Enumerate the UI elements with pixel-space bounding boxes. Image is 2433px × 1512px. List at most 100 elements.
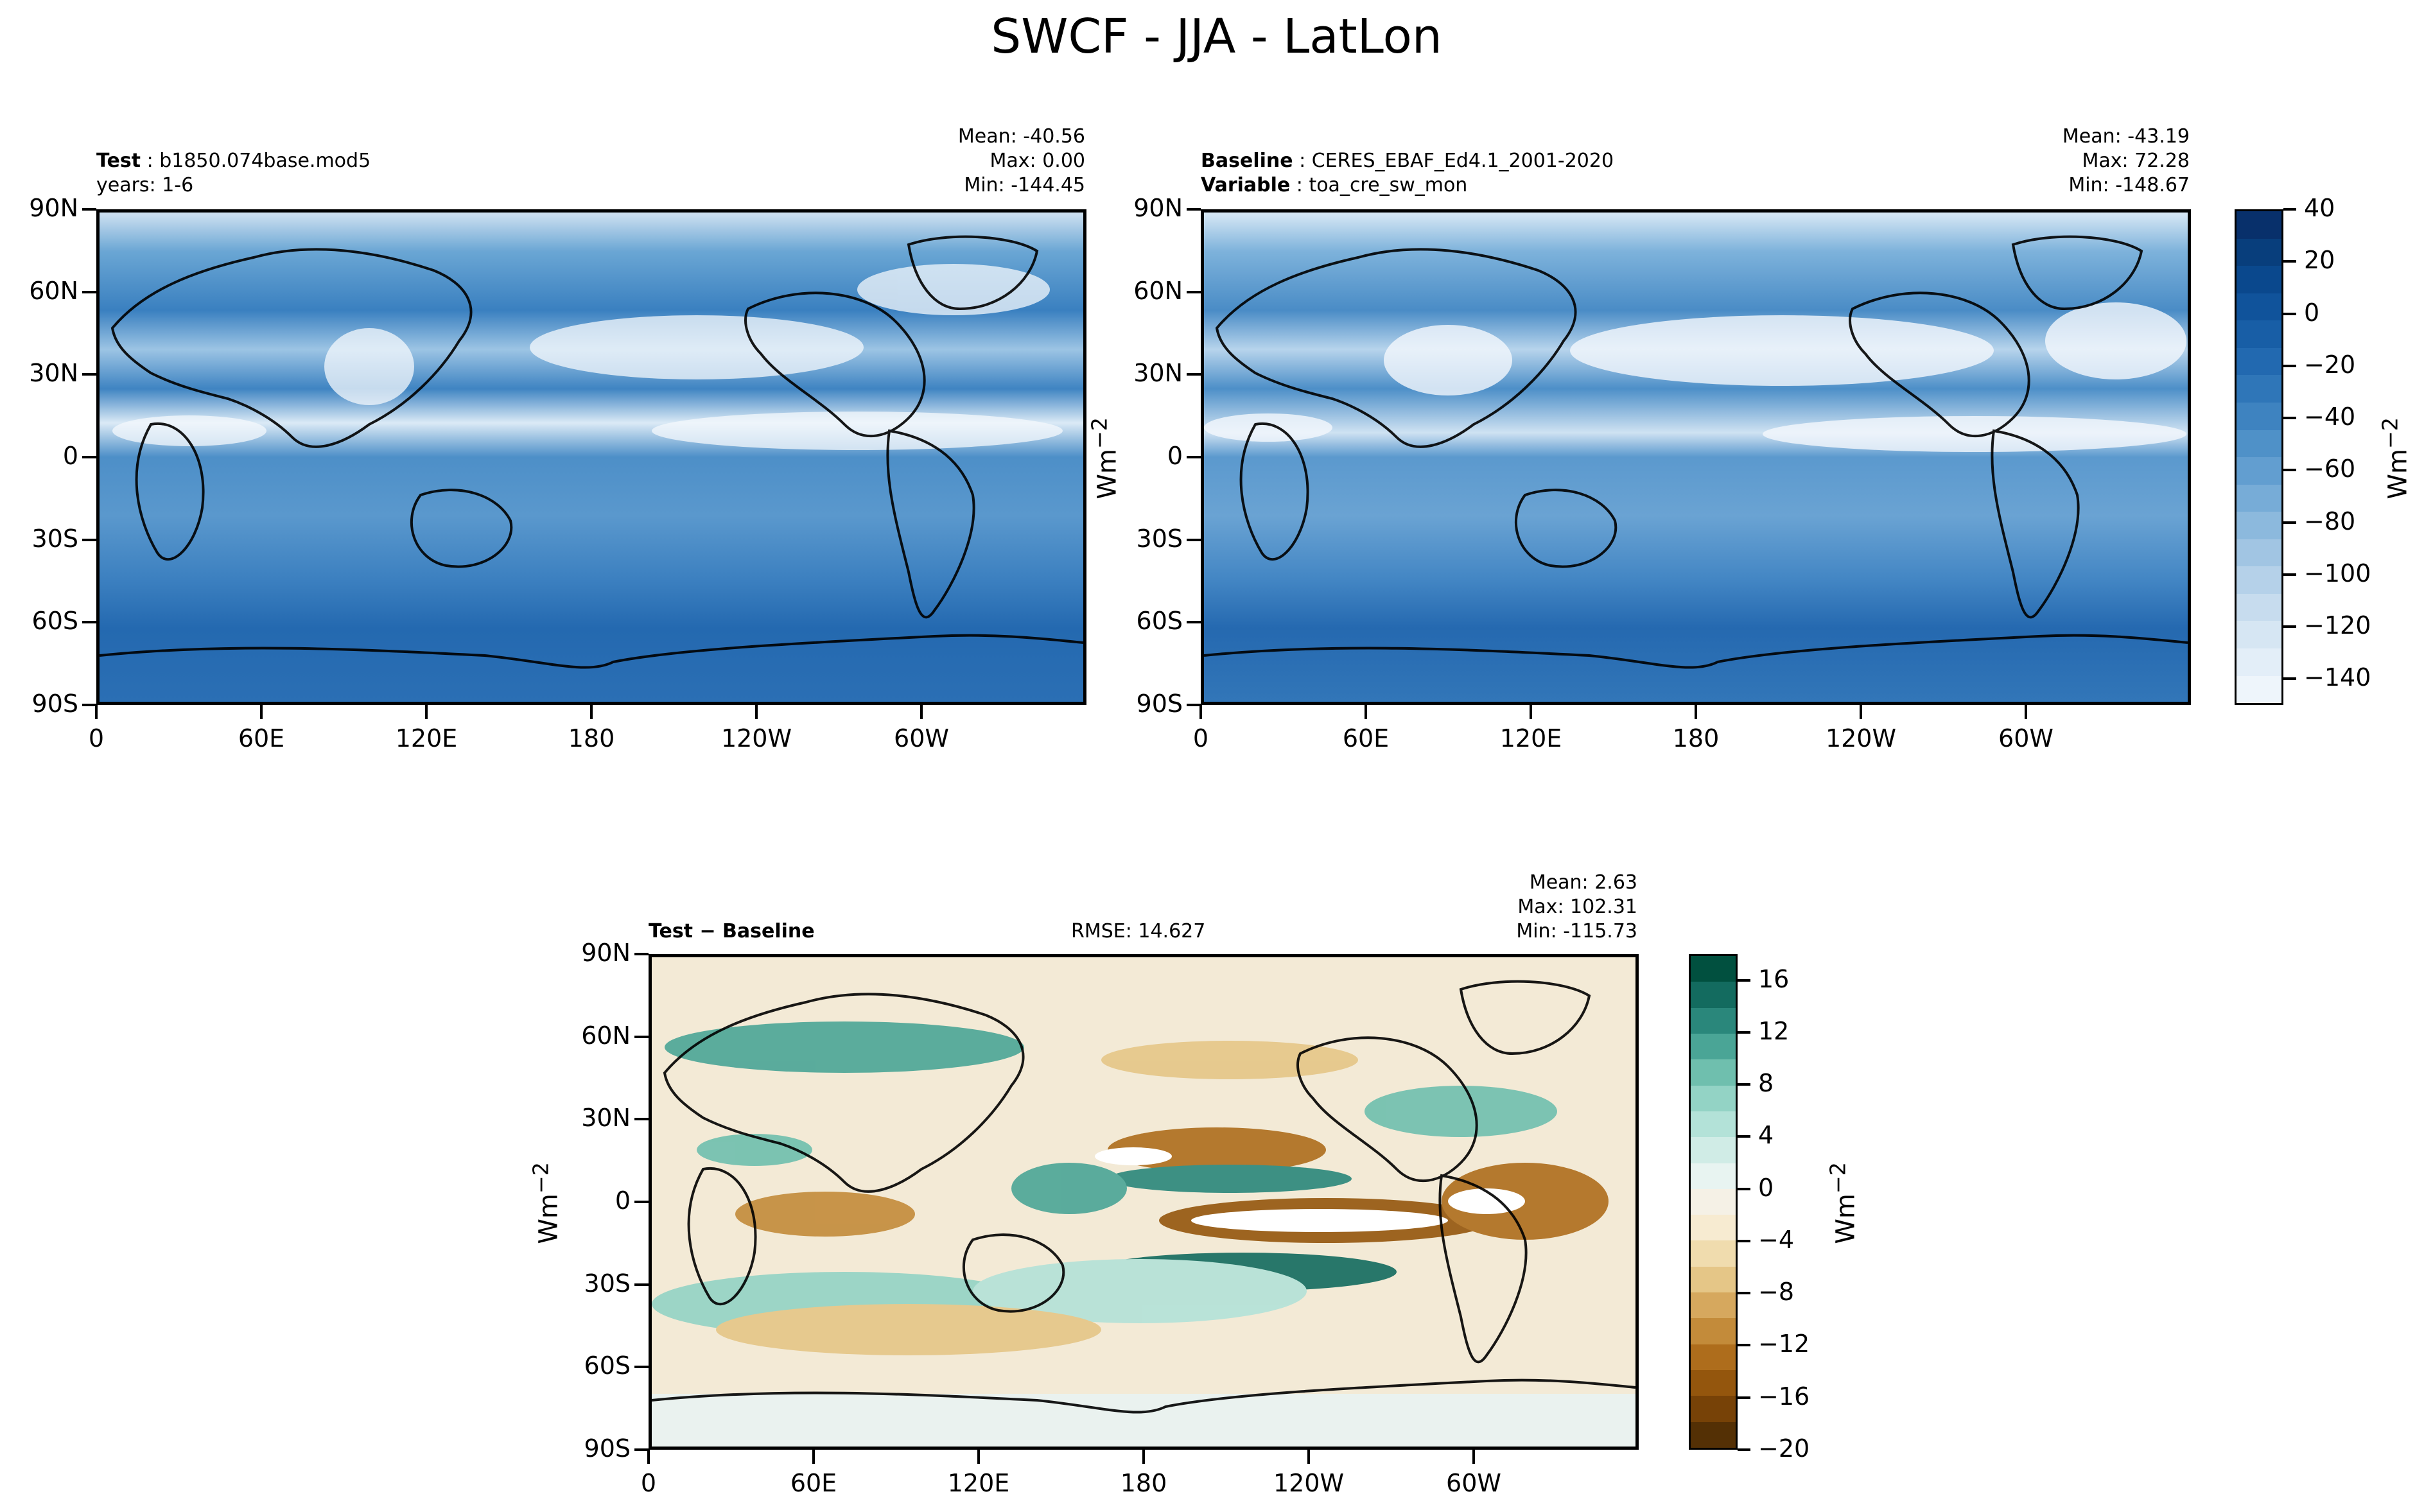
main-colorbar-tick-mark	[2283, 521, 2296, 524]
diff-colorbar-tick: −4	[1758, 1225, 1795, 1254]
diff-colorbar-swatch	[1691, 1033, 1736, 1060]
baseline-lat-tick: 60S	[1136, 607, 1183, 636]
baseline-lat-tick: 60N	[1133, 276, 1183, 305]
diff-lon-tick: 60E	[790, 1469, 837, 1497]
diff-colorbar-tick: −8	[1758, 1278, 1795, 1307]
test-lon-tick-mark	[260, 705, 263, 719]
main-colorbar-swatch	[2237, 539, 2281, 567]
baseline-lon-tick-mark	[1365, 705, 1367, 719]
baseline-lon-tick: 0	[1192, 724, 1209, 752]
test-map-svg	[100, 213, 1083, 702]
main-colorbar-tick-mark	[2283, 364, 2296, 367]
diff-colorbar-tick: −16	[1758, 1382, 1810, 1411]
diff-colorbar-tick: 0	[1758, 1173, 1774, 1202]
baseline-lon-tick: 60W	[1998, 724, 2054, 752]
baseline-map	[1201, 209, 2191, 705]
main-colorbar-swatch	[2237, 402, 2281, 430]
diff-colorbar-tick-mark	[1738, 978, 1750, 982]
variable-label-bold: Variable	[1201, 174, 1291, 196]
baseline-lon-tick: 120E	[1499, 724, 1562, 752]
main-colorbar-swatch	[2237, 293, 2281, 321]
baseline-lon-tick-mark	[1530, 705, 1532, 719]
diff-lon-tick: 120E	[947, 1469, 1010, 1497]
diff-colorbar-label: Wm−2	[1825, 1162, 1861, 1244]
test-lat-tick: 30N	[29, 359, 78, 388]
diff-lon-tick-mark	[647, 1450, 650, 1464]
main-colorbar-tick-mark	[2283, 573, 2296, 576]
baseline-label: Baseline : CERES_EBAF_Ed4.1_2001-2020 Va…	[1201, 150, 1614, 196]
test-label: Test : b1850.074base.mod5 years: 1-6	[96, 150, 371, 196]
diff-lon-tick: 60W	[1446, 1469, 1501, 1497]
test-lon-tick: 0	[88, 724, 105, 752]
diff-lat-tick: 60S	[584, 1351, 631, 1380]
diff-colorbar-swatch	[1691, 1318, 1736, 1344]
main-colorbar-swatch	[2237, 593, 2281, 621]
diff-lon-tick: 0	[640, 1469, 657, 1497]
test-lon-tick: 120E	[395, 724, 458, 752]
baseline-lon-tick-mark	[2025, 705, 2027, 719]
diff-colorbar	[1689, 954, 1738, 1450]
main-colorbar-tick: 20	[2304, 246, 2335, 275]
test-lat-tick-mark	[82, 456, 96, 458]
baseline-lat-tick: 30S	[1136, 524, 1183, 553]
test-lat-tick: 90S	[31, 690, 78, 718]
diff-lat-tick: 90N	[581, 939, 631, 967]
main-colorbar-swatch	[2237, 457, 2281, 485]
diff-colorbar-tick-mark	[1738, 1135, 1750, 1138]
diff-colorbar-swatch	[1691, 1370, 1736, 1396]
diff-colorbar-tick-mark	[1738, 1187, 1750, 1190]
diff-colorbar-swatch	[1691, 1188, 1736, 1215]
baseline-lat-tick-mark	[1187, 538, 1201, 541]
test-lon-tick-mark	[920, 705, 923, 719]
test-years: years: 1-6	[96, 174, 194, 196]
main-colorbar-tick-mark	[2283, 625, 2296, 629]
baseline-lat-tick-mark	[1187, 456, 1201, 458]
diff-colorbar-swatch	[1691, 1085, 1736, 1111]
test-lat-tick-mark	[82, 538, 96, 541]
diff-colorbar-swatch	[1691, 1163, 1736, 1189]
diff-label: Test − Baseline	[649, 919, 815, 944]
diff-colorbar-tick-mark	[1738, 1083, 1750, 1086]
diff-colorbar-tick-mark	[1738, 1448, 1750, 1451]
diff-colorbar-swatch	[1691, 1344, 1736, 1370]
main-colorbar-swatch	[2237, 347, 2281, 376]
test-units-sup: −2	[1086, 417, 1112, 449]
diff-colorbar-label-text: Wm	[1831, 1194, 1861, 1244]
baseline-map-svg	[1204, 213, 2188, 702]
main-colorbar-tick: −100	[2304, 559, 2371, 587]
main-colorbar-swatch	[2237, 566, 2281, 594]
diff-lat-tick-mark	[634, 1118, 649, 1121]
test-lon-tick-mark	[590, 705, 593, 719]
baseline-min: Min: -148.67	[2068, 174, 2190, 196]
diff-colorbar-tick-mark	[1738, 1239, 1750, 1242]
baseline-lat-tick: 30N	[1133, 359, 1183, 388]
diff-lon-tick-mark	[1307, 1450, 1310, 1464]
baseline-stats: Mean: -43.19 Max: 72.28 Min: -148.67	[1939, 125, 2190, 198]
diff-colorbar-swatch	[1691, 1266, 1736, 1293]
diff-mean: Mean: 2.63	[1529, 871, 1637, 894]
main-colorbar-swatch	[2237, 211, 2281, 239]
test-lat-tick-mark	[82, 290, 96, 293]
diff-lat-tick: 90S	[584, 1434, 631, 1463]
baseline-lon-tick-mark	[1860, 705, 1862, 719]
test-lat-tick-mark	[82, 621, 96, 624]
main-colorbar-swatch	[2237, 675, 2281, 704]
test-lon-tick-mark	[425, 705, 428, 719]
baseline-lat-tick-mark	[1187, 704, 1201, 706]
main-colorbar-swatch	[2237, 484, 2281, 512]
main-colorbar-swatch	[2237, 266, 2281, 293]
diff-colorbar-tick: 16	[1758, 964, 1790, 993]
main-colorbar-swatch	[2237, 621, 2281, 648]
diff-colorbar-swatch	[1691, 1396, 1736, 1422]
diff-lat-tick-mark	[634, 1283, 649, 1286]
figure-title: SWCF - JJA - LatLon	[991, 9, 1442, 64]
diff-colorbar-tick: −20	[1758, 1434, 1810, 1463]
test-max: Max: 0.00	[990, 150, 1085, 172]
baseline-lat-tick-mark	[1187, 373, 1201, 376]
main-colorbar-tick: 0	[2304, 298, 2320, 327]
baseline-lat-tick-mark	[1187, 208, 1201, 211]
diff-lon-tick: 180	[1120, 1469, 1167, 1497]
diff-lon-tick-mark	[1142, 1450, 1145, 1464]
main-colorbar	[2235, 209, 2283, 705]
main-colorbar-swatch	[2237, 238, 2281, 266]
